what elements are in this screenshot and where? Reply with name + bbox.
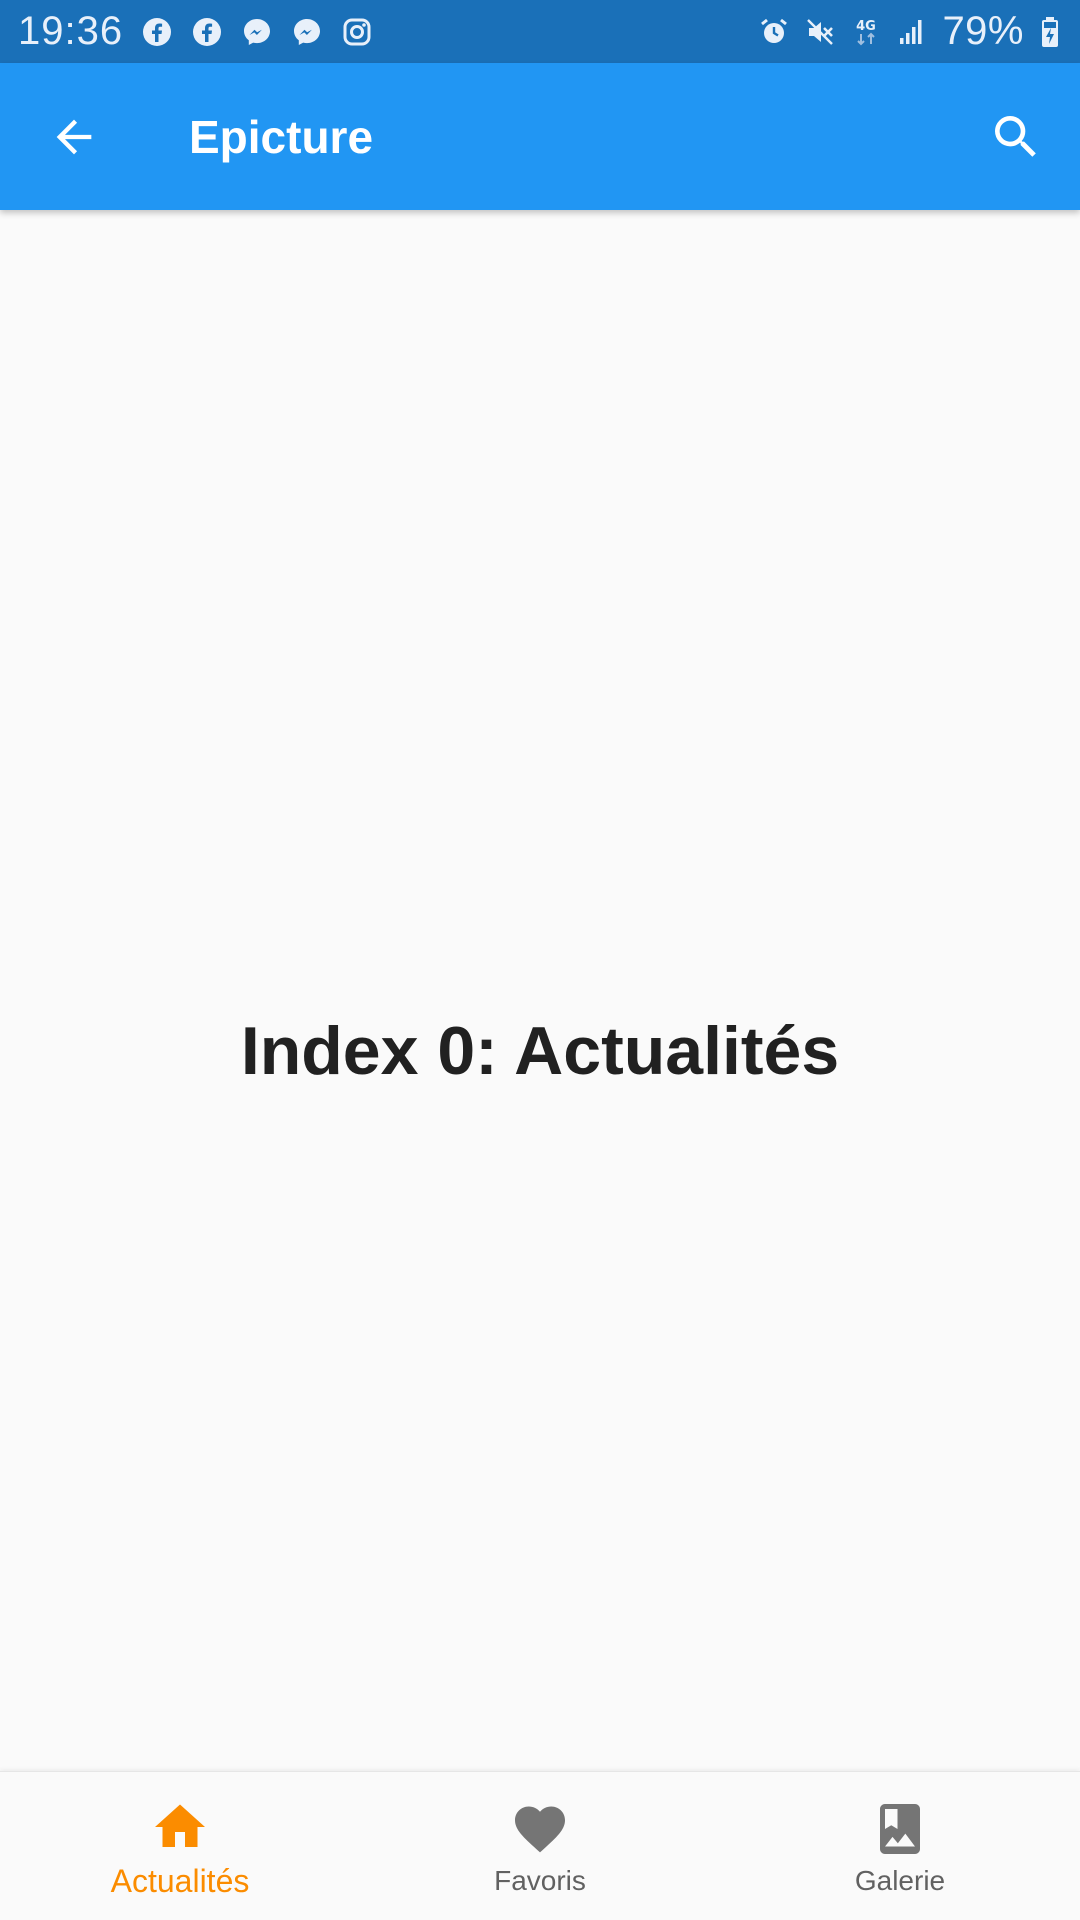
arrow-back-icon: [56, 119, 92, 155]
notification-icons: [141, 16, 373, 48]
nav-label-favoris: Favoris: [494, 1865, 586, 1896]
search-button[interactable]: [982, 103, 1050, 171]
status-bar: 19:36 4G: [0, 0, 1080, 63]
heart-icon: [510, 1799, 570, 1859]
facebook-icon: [141, 16, 173, 48]
back-button[interactable]: [40, 103, 108, 171]
app-bar: Epicture: [0, 63, 1080, 210]
battery-charging-icon: [1038, 16, 1062, 48]
search-icon: [995, 116, 1036, 157]
alarm-icon: [758, 16, 790, 48]
4g-icon: 4G: [850, 16, 882, 48]
battery-percent: 79%: [942, 9, 1024, 53]
photo-album-icon: [870, 1799, 930, 1859]
page-title: Epicture: [189, 111, 374, 163]
status-time: 19:36: [18, 9, 124, 53]
instagram-icon: [341, 16, 373, 48]
signal-icon: [896, 16, 928, 48]
home-icon: [150, 1797, 210, 1857]
nav-item-actualites[interactable]: Actualités: [0, 1772, 360, 1920]
messenger-icon: [241, 16, 273, 48]
page-heading: Index 0: Actualités: [240, 1013, 840, 1089]
facebook-icon: [191, 16, 223, 48]
nav-label-actualites: Actualités: [110, 1862, 250, 1899]
main-content: Index 0: Actualités: [0, 210, 1080, 1772]
nav-item-galerie[interactable]: Galerie: [720, 1772, 1080, 1920]
bottom-navigation: Actualités Favoris Galerie: [0, 1771, 1080, 1920]
nav-item-favoris[interactable]: Favoris: [360, 1772, 720, 1920]
mute-icon: [804, 16, 836, 48]
messenger-icon: [291, 16, 323, 48]
system-icons: 4G 79%: [758, 9, 1062, 54]
svg-text:4G: 4G: [857, 19, 877, 34]
nav-label-galerie: Galerie: [854, 1865, 946, 1896]
